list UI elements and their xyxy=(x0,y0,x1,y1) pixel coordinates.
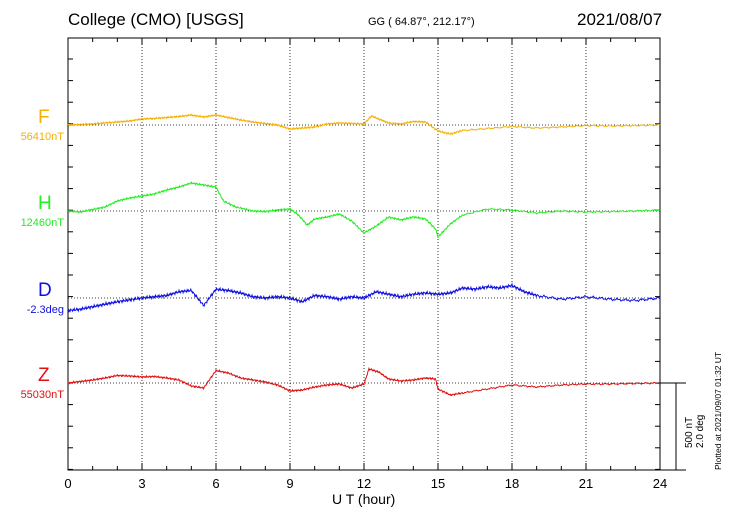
x-tick-label: 15 xyxy=(431,476,445,491)
series-line-d xyxy=(67,282,661,313)
x-tick-label: 24 xyxy=(653,476,667,491)
x-tick-label: 9 xyxy=(286,476,293,491)
series-label-f: F xyxy=(38,107,50,128)
x-axis-label: U T (hour) xyxy=(332,491,396,507)
x-tick-label: 12 xyxy=(357,476,371,491)
x-tick-label: 21 xyxy=(579,476,593,491)
scale-bar-deg-label: 2.0 deg xyxy=(695,415,706,448)
x-tick-label: 6 xyxy=(212,476,219,491)
series-line-z xyxy=(67,366,661,397)
station-title: College (CMO) [USGS] xyxy=(68,10,244,29)
series-label-h: H xyxy=(38,193,52,214)
x-tick-label: 18 xyxy=(505,476,519,491)
date-label: 2021/08/07 xyxy=(577,10,663,29)
series-baseline-value-h: 12460nT xyxy=(20,217,64,229)
scale-bar-nt-label: 500 nT xyxy=(684,417,695,448)
series-label-d: D xyxy=(38,280,52,301)
geographic-coordinates: GG ( 64.87°, 212.17°) xyxy=(368,16,475,28)
series-line-f xyxy=(67,113,661,136)
series-label-z: Z xyxy=(38,365,50,386)
series-baseline-value-z: 55030nT xyxy=(20,389,64,401)
series-line-h xyxy=(67,180,661,239)
series-baseline-value-f: 56410nT xyxy=(20,131,64,143)
series-baseline-value-d: -2.3deg xyxy=(26,304,64,316)
x-tick-label: 0 xyxy=(64,476,71,491)
x-tick-label: 3 xyxy=(138,476,145,491)
